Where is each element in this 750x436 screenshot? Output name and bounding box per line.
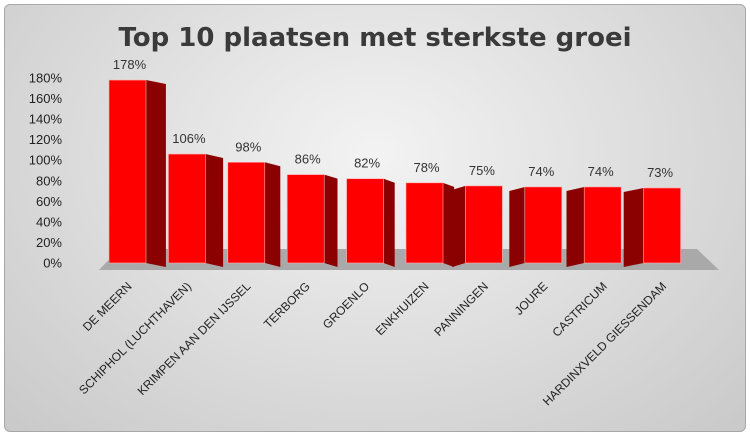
chart-frame: Top 10 plaatsen met sterkste groei 0% 20%…	[4, 4, 746, 432]
category-label: TERBORG	[261, 279, 313, 331]
bar	[286, 174, 338, 267]
y-tick-label: 100%	[29, 153, 63, 168]
bar-front	[168, 153, 206, 264]
category-label: SCHIPHOL (LUCHTHAVEN)	[76, 279, 194, 397]
bar	[346, 178, 395, 267]
bar	[405, 182, 455, 267]
bar-side	[566, 186, 585, 267]
category-label: CASTRICUM	[549, 279, 609, 339]
data-labels: 178% 106% 98% 86% 82% 78% 75% 74% 74% 73%	[113, 57, 674, 180]
bar-front	[227, 161, 266, 264]
category-label: JOURE	[512, 279, 551, 318]
y-tick-label: 80%	[36, 173, 62, 188]
data-label: 178%	[113, 57, 147, 72]
bars	[108, 79, 681, 267]
data-label: 86%	[295, 152, 321, 167]
bar-side	[452, 185, 466, 267]
bar-chart: Top 10 plaatsen met sterkste groei 0% 20%…	[29, 23, 719, 408]
category-label: PANNINGEN	[431, 279, 491, 339]
category-label: ENKHUIZEN	[373, 279, 432, 338]
bar	[566, 186, 622, 267]
bar-front	[405, 182, 444, 264]
data-label: 74%	[588, 164, 614, 179]
y-tick-label: 20%	[36, 235, 62, 250]
bar-side	[324, 174, 338, 267]
bar-side	[146, 80, 166, 267]
bar-front	[465, 185, 503, 264]
bar-front	[583, 186, 622, 264]
data-label: 74%	[528, 164, 554, 179]
bar	[452, 185, 503, 267]
y-tick-label: 40%	[36, 214, 62, 229]
bar-side	[205, 154, 224, 267]
y-tick-label: 160%	[29, 91, 63, 106]
data-label: 73%	[647, 165, 673, 180]
y-tick-label: 0%	[43, 256, 62, 271]
bar-front	[346, 178, 384, 264]
chart-title: Top 10 plaatsen met sterkste groei	[118, 23, 631, 53]
bar-side	[264, 162, 281, 267]
bar-front	[524, 186, 563, 264]
bar-side	[443, 182, 455, 267]
data-label: 98%	[235, 139, 261, 154]
bar	[623, 187, 681, 267]
y-tick-label: 60%	[36, 194, 62, 209]
y-tick-label: 140%	[29, 112, 63, 127]
data-label: 82%	[354, 156, 380, 171]
bar-side	[623, 187, 644, 267]
data-label: 78%	[413, 160, 439, 175]
data-label: 106%	[172, 131, 206, 146]
bar-side	[509, 186, 525, 267]
bar	[227, 161, 281, 267]
category-label: GROENLO	[320, 279, 372, 331]
bar	[108, 79, 166, 267]
bar	[509, 186, 563, 267]
y-tick-label: 180%	[29, 71, 63, 86]
bar-side	[383, 178, 395, 267]
data-label: 75%	[469, 163, 495, 178]
bar-front	[108, 79, 147, 264]
y-tick-label: 120%	[29, 132, 63, 147]
bar-front	[643, 187, 681, 264]
y-axis: 0% 20% 40% 60% 80% 100% 120% 140% 160% 180%	[29, 71, 63, 271]
category-label: KRIMPEN AAN DEN IJSSEL	[135, 279, 254, 398]
category-label: DE MEERN	[80, 279, 135, 334]
category-label: HARDINXVELD GIESSENDAM	[540, 279, 669, 408]
bar-front	[286, 174, 325, 264]
bar	[168, 153, 224, 267]
